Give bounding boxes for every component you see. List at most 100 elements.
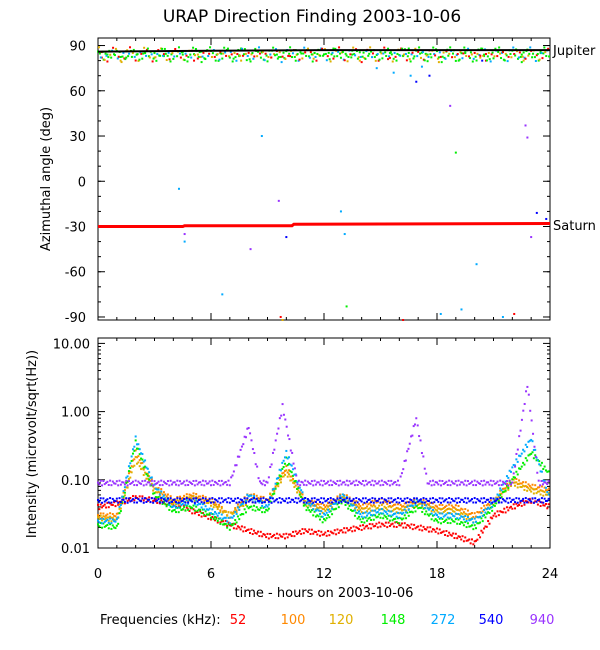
intensity-xtick-label: 24 <box>542 567 559 582</box>
intensity-point-120 <box>383 505 386 508</box>
intensity-point-148 <box>331 513 334 516</box>
intensity-point-120 <box>401 509 404 512</box>
intensity-point-148 <box>362 517 365 520</box>
intensity-point-52 <box>349 526 352 529</box>
intensity-point-540 <box>472 501 475 504</box>
intensity-point-52 <box>407 524 410 527</box>
intensity-point-52 <box>427 530 430 533</box>
intensity-point-540 <box>290 498 293 501</box>
intensity-point-540 <box>345 497 348 500</box>
jupiter-band-point <box>487 51 490 54</box>
intensity-point-120 <box>546 493 549 496</box>
intensity-point-940 <box>121 481 124 484</box>
intensity-point-540 <box>423 501 426 504</box>
intensity-point-100 <box>251 497 254 500</box>
intensity-point-100 <box>472 515 475 518</box>
intensity-point-52 <box>115 500 118 503</box>
intensity-point-272 <box>333 502 336 505</box>
intensity-point-940 <box>169 479 172 482</box>
intensity-point-540 <box>173 498 176 501</box>
intensity-point-272 <box>444 514 447 517</box>
intensity-point-120 <box>292 481 295 484</box>
intensity-point-120 <box>321 511 324 514</box>
intensity-point-100 <box>302 499 305 502</box>
intensity-point-540 <box>433 501 436 504</box>
jupiter-band-point <box>138 58 141 61</box>
intensity-point-52 <box>445 530 448 533</box>
intensity-point-100 <box>162 491 165 494</box>
intensity-point-52 <box>231 522 234 525</box>
intensity-point-148 <box>453 520 456 523</box>
intensity-point-272 <box>505 475 508 478</box>
jupiter-band-point <box>202 51 205 54</box>
intensity-point-540 <box>324 500 327 503</box>
intensity-point-100 <box>239 501 242 504</box>
intensity-point-52 <box>357 528 360 531</box>
intensity-point-100 <box>105 514 108 517</box>
intensity-point-52 <box>216 521 219 524</box>
intensity-point-52 <box>306 531 309 534</box>
jupiter-band-point <box>438 51 441 54</box>
intensity-point-52 <box>226 524 229 527</box>
jupiter-band-point <box>529 46 532 49</box>
jupiter-band-point <box>382 52 385 55</box>
intensity-point-52 <box>440 531 443 534</box>
intensity-point-52 <box>177 505 180 508</box>
intensity-point-148 <box>154 496 157 499</box>
intensity-point-940 <box>274 439 277 442</box>
intensity-point-940 <box>156 482 159 485</box>
intensity-point-540 <box>402 499 405 502</box>
jupiter-band-point <box>146 47 149 50</box>
intensity-point-272 <box>509 470 512 473</box>
intensity-point-100 <box>405 505 408 508</box>
jupiter-band-point <box>304 51 307 54</box>
intensity-point-540 <box>376 499 379 502</box>
intensity-point-148 <box>103 525 106 528</box>
intensity-point-120 <box>210 504 212 507</box>
intensity-point-52 <box>142 499 145 502</box>
intensity-point-52 <box>341 531 344 534</box>
intensity-point-52 <box>131 495 134 498</box>
intensity-point-52 <box>396 522 399 525</box>
intensity-point-100 <box>188 493 191 496</box>
intensity-point-148 <box>263 511 266 514</box>
jupiter-band-point <box>389 51 392 54</box>
intensity-point-540 <box>356 501 359 504</box>
jupiter-band-point <box>127 55 130 58</box>
intensity-point-52 <box>134 495 137 498</box>
intensity-point-100 <box>200 498 203 501</box>
intensity-point-52 <box>488 522 491 525</box>
intensity-point-272 <box>160 490 163 493</box>
intensity-point-120 <box>298 494 301 497</box>
intensity-point-100 <box>99 512 102 515</box>
intensity-point-148 <box>413 506 416 509</box>
intensity-point-540 <box>442 500 445 503</box>
intensity-point-100 <box>543 486 546 489</box>
intensity-point-148 <box>114 527 117 530</box>
intensity-point-940 <box>386 483 389 486</box>
intensity-point-940 <box>390 479 393 482</box>
intensity-point-52 <box>359 524 362 527</box>
intensity-point-540 <box>270 501 273 504</box>
intensity-point-540 <box>536 499 539 502</box>
jupiter-band-point <box>485 59 488 62</box>
intensity-point-940 <box>166 480 169 483</box>
intensity-point-148 <box>475 527 478 530</box>
azimuth-point-148 <box>181 53 184 56</box>
intensity-point-120 <box>444 509 447 512</box>
intensity-point-272 <box>410 504 413 507</box>
jupiter-band-point <box>421 51 424 54</box>
intensity-point-940 <box>204 480 207 483</box>
intensity-point-120 <box>288 473 291 476</box>
intensity-point-540 <box>380 497 383 500</box>
intensity-point-272 <box>504 480 507 483</box>
intensity-point-272 <box>413 500 416 503</box>
intensity-point-100 <box>475 515 478 518</box>
intensity-point-540 <box>220 497 223 500</box>
intensity-point-940 <box>210 484 212 487</box>
jupiter-band-point <box>281 55 284 58</box>
intensity-point-100 <box>528 484 531 487</box>
intensity-point-940 <box>215 481 218 484</box>
intensity-point-148 <box>387 514 390 517</box>
intensity-point-272 <box>175 506 178 509</box>
